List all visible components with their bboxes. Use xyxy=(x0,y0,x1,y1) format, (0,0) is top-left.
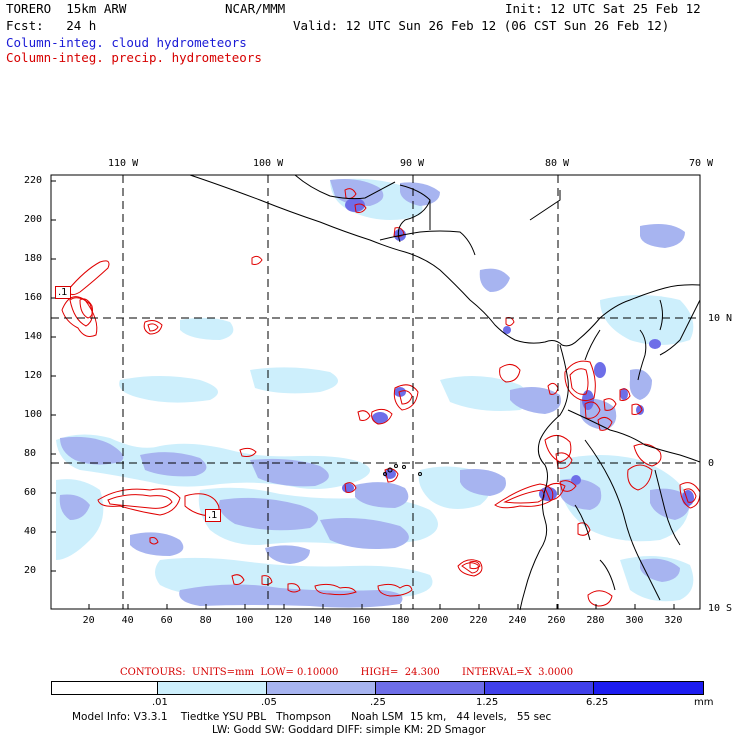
axis-ticks xyxy=(51,180,675,609)
y-tick-label: 40 xyxy=(24,526,37,537)
y-tick-label: 20 xyxy=(24,565,37,576)
colorbar-segment xyxy=(158,682,267,694)
x-tick-label: 140 xyxy=(313,615,332,626)
y-tick-label: 200 xyxy=(24,214,43,225)
colorbar-label: .05 xyxy=(261,697,277,708)
lon-label-90w: 90 W xyxy=(400,158,425,169)
lat-label-10n: 10 N xyxy=(708,313,733,324)
colorbar xyxy=(51,681,704,695)
y-tick-label: 120 xyxy=(24,370,43,381)
x-tick-label: 60 xyxy=(160,615,173,626)
colorbar-segment xyxy=(594,682,703,694)
colorbar-segment xyxy=(485,682,594,694)
model-info-line1: Model Info: V3.3.1 Tiedtke YSU PBL Thomp… xyxy=(72,711,552,723)
y-tick-label: 220 xyxy=(24,175,43,186)
lon-label-80w: 80 W xyxy=(545,158,570,169)
contour-label: .1 xyxy=(205,509,221,522)
x-tick-label: 220 xyxy=(469,615,488,626)
colorbar-label: 6.25 xyxy=(586,697,609,708)
colorbar-label: .25 xyxy=(370,697,386,708)
x-tick-label: 160 xyxy=(352,615,371,626)
y-tick-label: 180 xyxy=(24,253,43,264)
forecast-hour: Fcst: 24 h xyxy=(6,18,97,33)
lat-lon-grid xyxy=(51,175,700,609)
x-tick-label: 320 xyxy=(664,615,683,626)
x-tick-label: 20 xyxy=(82,615,95,626)
colorbar-segment xyxy=(52,682,158,694)
model-info-line2: LW: Godd SW: Goddard DIFF: simple KM: 2D… xyxy=(212,724,486,736)
x-tick-label: 80 xyxy=(199,615,212,626)
y-tick-label: 100 xyxy=(24,409,43,420)
contours-info: CONTOURS: UNITS=mm LOW= 0.10000 HIGH= 24… xyxy=(120,667,574,678)
field-cloud-hydrometeors: Column-integ. cloud hydrometeors xyxy=(6,35,247,50)
valid-time: Valid: 12 UTC Sun 26 Feb 12 (06 CST Sun … xyxy=(293,18,670,33)
y-tick-label: 160 xyxy=(24,292,43,303)
lon-label-100w: 100 W xyxy=(253,158,284,169)
y-tick-label: 60 xyxy=(24,487,37,498)
x-tick-label: 100 xyxy=(235,615,254,626)
lon-label-70w: 70 W xyxy=(689,158,714,169)
precip-contours xyxy=(61,188,701,607)
colorbar-segment xyxy=(267,682,376,694)
x-tick-label: 200 xyxy=(430,615,449,626)
y-tick-label: 80 xyxy=(24,448,37,459)
cloud-field-medium xyxy=(59,179,691,608)
x-tick-label: 120 xyxy=(274,615,293,626)
field-precip-hydrometeors: Column-integ. precip. hydrometeors xyxy=(6,50,262,65)
colorbar-segment xyxy=(376,682,485,694)
x-tick-label: 280 xyxy=(586,615,605,626)
x-tick-label: 240 xyxy=(508,615,527,626)
y-tick-label: 140 xyxy=(24,331,43,342)
lon-label-110w: 110 W xyxy=(108,158,139,169)
colorbar-label: .01 xyxy=(152,697,168,708)
lat-label-0: 0 xyxy=(708,458,715,469)
lat-label-10s: 10 S xyxy=(708,603,733,614)
contour-label: .1 xyxy=(55,286,71,299)
map-frame xyxy=(50,174,701,610)
colorbar-label: 1.25 xyxy=(476,697,499,708)
model-name: TORERO 15km ARW xyxy=(6,1,127,16)
x-tick-label: 260 xyxy=(547,615,566,626)
x-tick-label: 300 xyxy=(625,615,644,626)
x-tick-label: 180 xyxy=(391,615,410,626)
x-tick-label: 40 xyxy=(121,615,134,626)
coastlines xyxy=(189,174,701,611)
colorbar-unit: mm xyxy=(694,697,714,708)
organization: NCAR/MMM xyxy=(225,1,286,16)
init-time: Init: 12 UTC Sat 25 Feb 12 xyxy=(505,1,701,16)
